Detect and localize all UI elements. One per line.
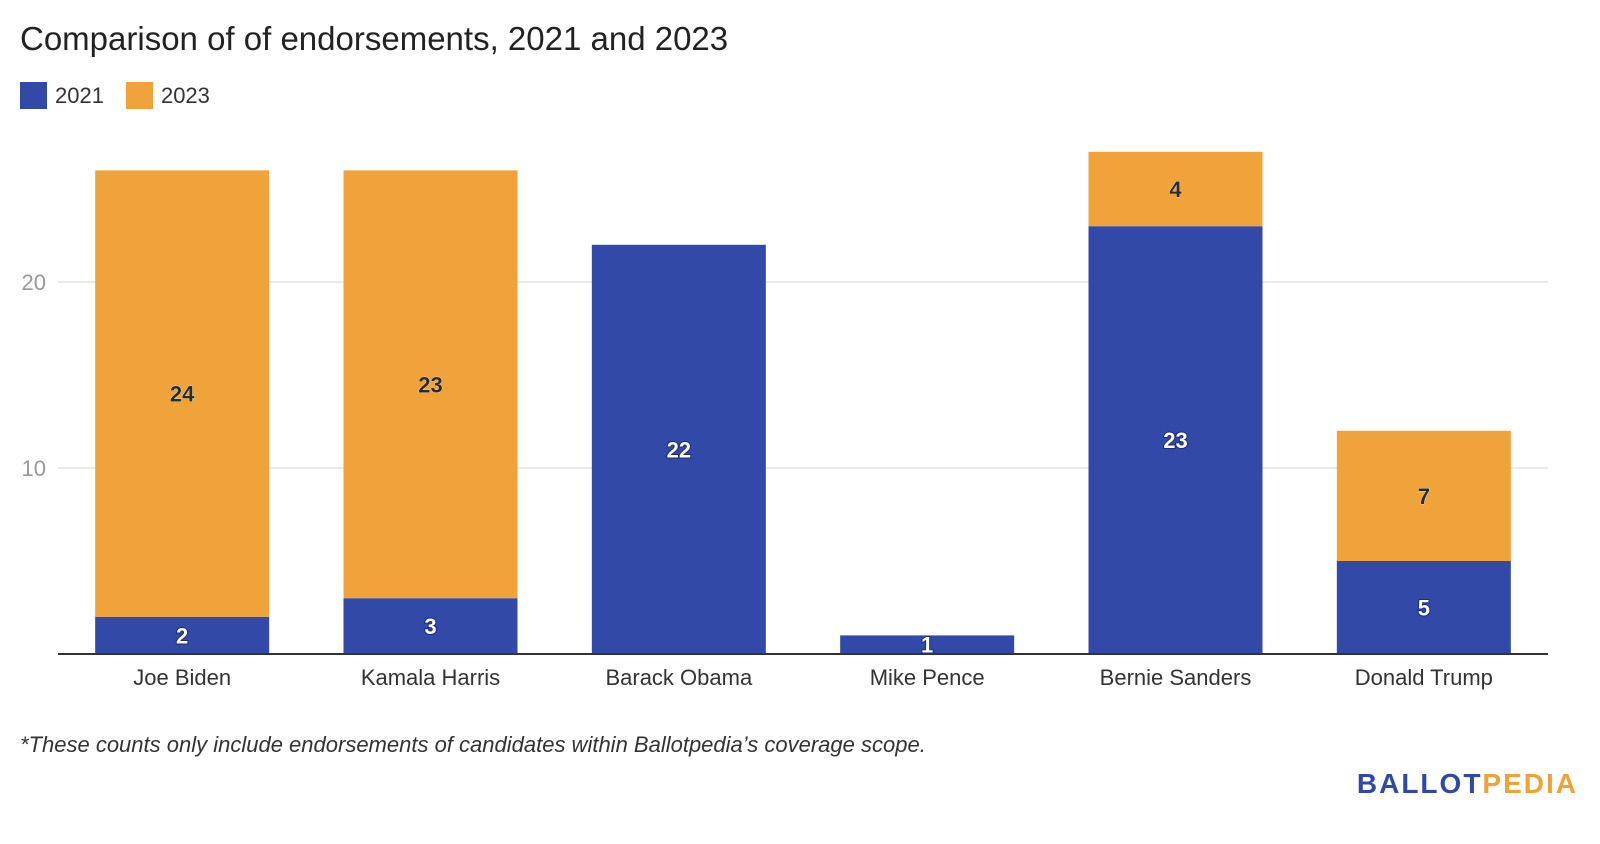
data-label-2023-5: 7 [1418, 484, 1430, 509]
x-tick-label-3: Mike Pence [870, 665, 985, 690]
x-tick-label-1: Kamala Harris [361, 665, 500, 690]
legend: 2021 2023 [20, 82, 232, 109]
bar-2021-0 [95, 616, 270, 654]
logo-part-pedia: PEDIA [1482, 768, 1578, 799]
data-label-2023-0: 24 [170, 382, 195, 407]
bar-2021-3 [840, 635, 1015, 654]
x-tick-label-4: Bernie Sanders [1100, 665, 1252, 690]
bar-2023-0 [95, 170, 270, 617]
bar-2021-2 [591, 244, 766, 655]
logo-part-ballot: BALLOT [1356, 768, 1483, 799]
x-tick-label-0: Joe Biden [133, 665, 231, 690]
legend-swatch-2021 [20, 82, 47, 109]
y-tick-label-20: 20 [22, 270, 46, 295]
footnote: *These counts only include endorsements … [20, 732, 926, 757]
legend-item-2021: 2021 [20, 82, 104, 109]
data-label-2021-0: 2 [176, 623, 188, 648]
data-label-2023-1: 23 [418, 372, 442, 397]
bar-2023-5 [1336, 430, 1511, 561]
x-tick-label-5: Donald Trump [1355, 665, 1493, 690]
legend-label-2023: 2023 [160, 82, 210, 108]
bar-2021-4 [1088, 226, 1263, 654]
ballotpedia-logo: BALLOTPEDIA [1357, 768, 1578, 800]
chart-title: Comparison of of endorsements, 2021 and … [20, 20, 729, 57]
bar-2021-5 [1336, 561, 1511, 654]
data-label-2023-4: 4 [1169, 177, 1182, 202]
x-tick-label-2: Barack Obama [605, 665, 752, 690]
legend-swatch-2023 [125, 82, 153, 109]
bar-2021-1 [343, 598, 518, 654]
bar-2023-4 [1088, 151, 1263, 227]
bar-2023-1 [343, 170, 518, 599]
legend-label-2021: 2021 [55, 82, 104, 108]
y-tick-label-10: 10 [22, 456, 46, 481]
data-label-2021-5: 5 [1418, 596, 1430, 621]
data-label-2021-4: 23 [1163, 428, 1187, 453]
data-label-2021-1: 3 [424, 614, 436, 639]
data-label-2021-3: 1 [921, 633, 933, 658]
data-label-2021-2: 22 [667, 437, 691, 462]
legend-item-2023: 2023 [125, 82, 210, 109]
